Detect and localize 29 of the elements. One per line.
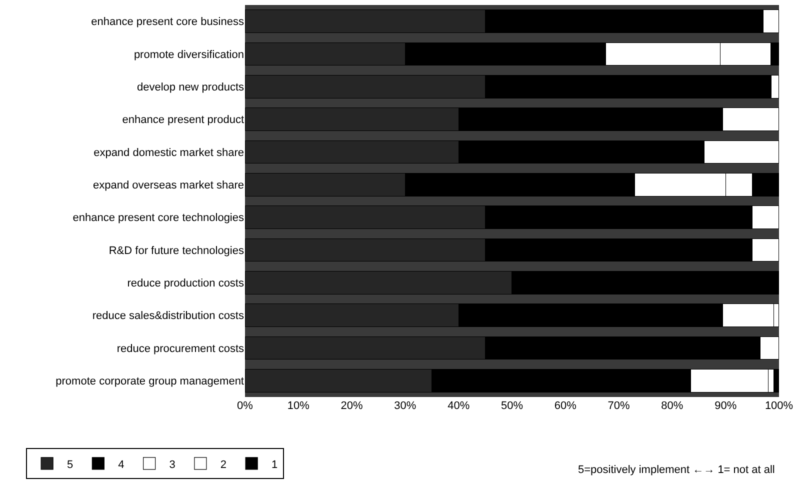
y-tick-label: reduce sales&distribution costs xyxy=(92,310,244,322)
x-tick-label: 20% xyxy=(340,400,364,412)
y-tick-label: reduce production costs xyxy=(127,278,244,290)
x-tick-label: 90% xyxy=(714,400,737,412)
legend-label: 2 xyxy=(220,458,227,471)
y-tick-label: expand overseas market share xyxy=(92,180,244,192)
x-tick-label: 70% xyxy=(608,400,630,412)
x-tick-label: 10% xyxy=(287,400,310,412)
legend-label: 4 xyxy=(118,458,124,471)
x-tick-label: 100% xyxy=(764,400,794,412)
y-tick-label: expand domestic market share xyxy=(94,146,244,159)
y-tick-label: R&D for future technologies xyxy=(108,244,244,257)
x-tick-label: 40% xyxy=(448,400,470,412)
x-tick-label: 0% xyxy=(237,400,254,412)
legend-label: 5 xyxy=(67,458,74,471)
x-tick-label: 50% xyxy=(500,400,524,412)
x-tick-label: 30% xyxy=(394,400,416,412)
y-tick-label: reduce procurement costs xyxy=(116,342,244,355)
text: 5=positively implement ←→ 1= not at all xyxy=(578,464,775,476)
y-tick-label: develop new products xyxy=(136,82,244,94)
y-tick-label: enhance present core technologies xyxy=(72,212,244,224)
y-tick-label: enhance present core business xyxy=(91,16,244,28)
y-tick-label: promote diversification xyxy=(134,48,244,61)
x-tick-label: 80% xyxy=(661,400,684,412)
legend-label: 1 xyxy=(272,458,278,471)
x-tick-label: 60% xyxy=(554,400,577,412)
y-tick-label: promote corporate group management xyxy=(56,376,244,388)
legend-label: 3 xyxy=(169,458,176,471)
y-tick-label: enhance present product xyxy=(122,114,244,126)
